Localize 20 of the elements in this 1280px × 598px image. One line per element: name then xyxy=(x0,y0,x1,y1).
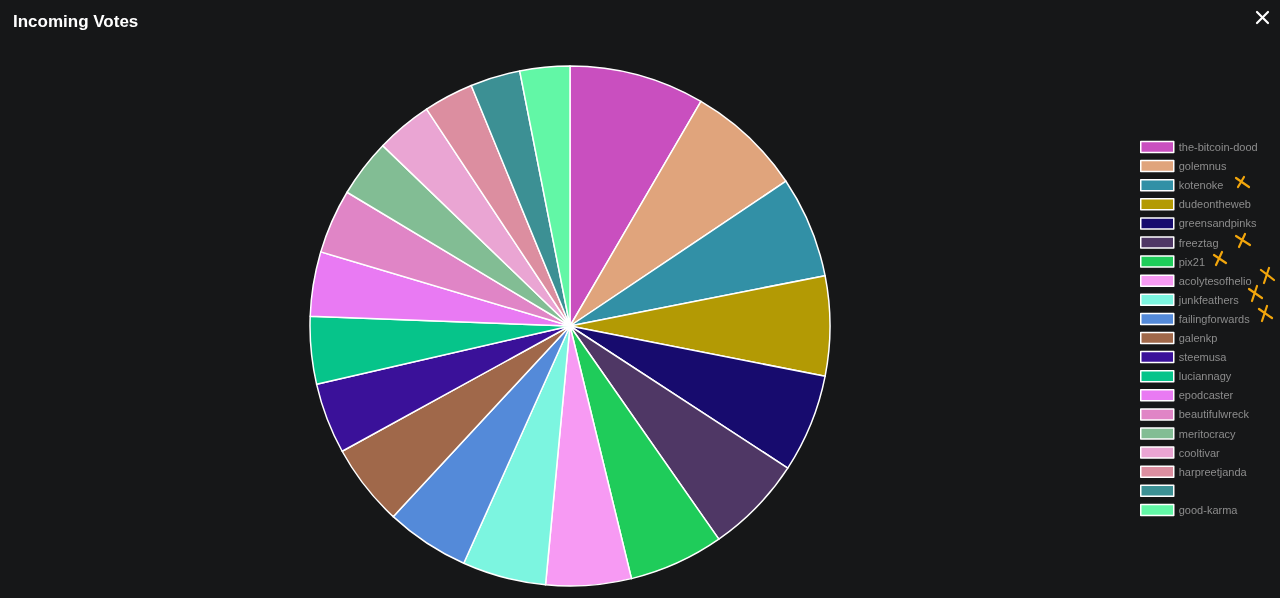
legend-label: harpreetjanda xyxy=(1178,465,1248,478)
legend-label: the-bitcoin-dood xyxy=(1178,141,1258,153)
legend-label: galenkp xyxy=(1178,332,1218,344)
legend-label: steemusa xyxy=(1178,351,1228,364)
legend-label: junkfeathers xyxy=(1177,293,1240,306)
legend-label: failingforwards xyxy=(1178,312,1251,325)
legend-label: greensandpinks xyxy=(1178,217,1257,230)
legend-label: luciannagy xyxy=(1178,370,1232,383)
legend-label: freeztag xyxy=(1178,236,1219,249)
legend-label: beautifulwreck xyxy=(1178,408,1250,421)
text: Incoming Votes xyxy=(13,12,139,31)
legend-label: epodcaster xyxy=(1178,389,1234,402)
legend-label: pix21 xyxy=(1178,255,1206,268)
legend-label: acolytesofhelio xyxy=(1178,274,1252,287)
legend-label: meritocracy xyxy=(1178,427,1237,440)
legend-label: dudeontheweb xyxy=(1178,198,1251,211)
legend-label: good-karma xyxy=(1178,503,1239,516)
legend-label: kotenoke xyxy=(1178,179,1224,192)
legend-label: golemnus xyxy=(1178,160,1227,173)
legend-label: cooltivar xyxy=(1178,446,1221,459)
